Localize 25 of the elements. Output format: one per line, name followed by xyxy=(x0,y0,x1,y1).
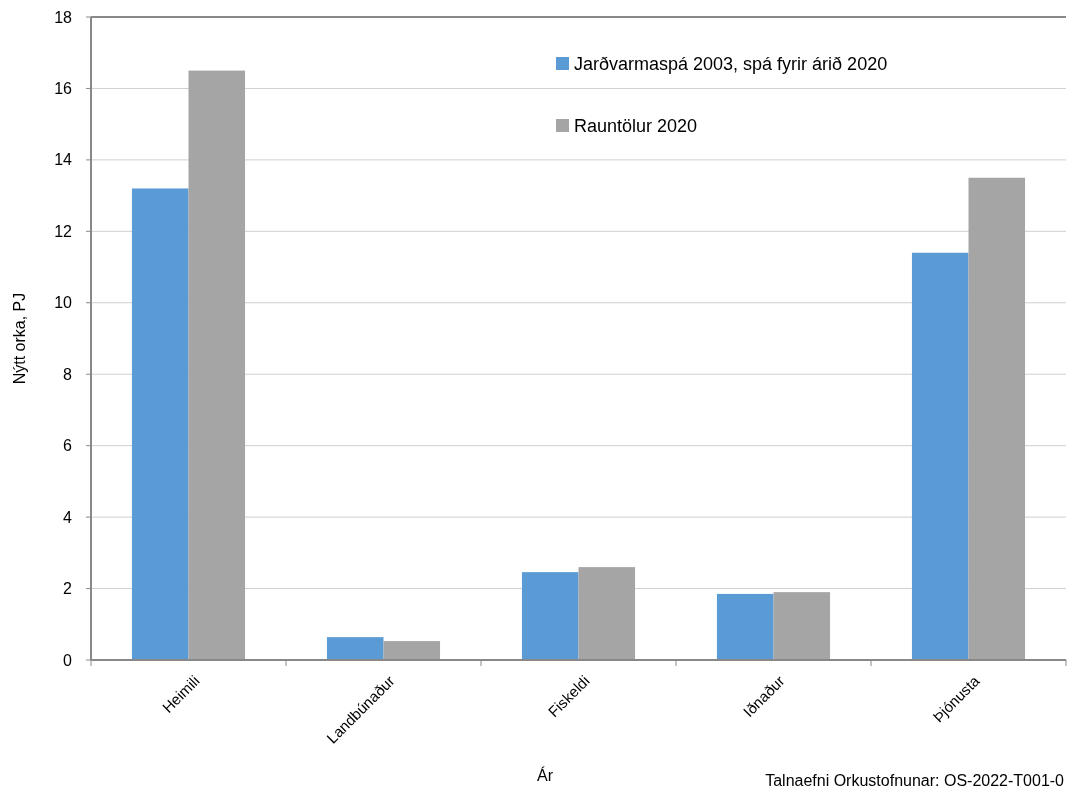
x-axis-title: Ár xyxy=(537,766,554,784)
y-tick-label: 18 xyxy=(54,8,73,26)
y-tick-label: 12 xyxy=(54,222,73,240)
bar xyxy=(911,252,969,660)
bar xyxy=(968,177,1026,660)
legend-label: Jarðvarmaspá 2003, spá fyrir árið 2020 xyxy=(574,54,888,75)
legend-label: Rauntölur 2020 xyxy=(574,116,698,137)
bar xyxy=(773,592,831,660)
text: Talnaefni Orkustofnunar: OS-2022-T001-0 xyxy=(765,772,1065,789)
bar xyxy=(188,70,246,660)
bar xyxy=(383,641,441,660)
bar xyxy=(131,188,189,660)
bar xyxy=(578,567,636,660)
y-tick-label: 4 xyxy=(63,508,73,526)
bar xyxy=(716,593,774,660)
bar xyxy=(326,637,384,660)
y-tick-label: 0 xyxy=(63,651,73,669)
y-tick-label: 16 xyxy=(54,80,73,98)
y-tick-label: 2 xyxy=(63,580,73,598)
y-tick-label: 14 xyxy=(54,151,73,169)
bar xyxy=(521,572,579,660)
y-tick-label: 8 xyxy=(63,365,73,383)
y-tick-label: 10 xyxy=(54,294,73,312)
y-tick-label: 6 xyxy=(63,437,73,455)
y-axis-title: Nýtt orka, PJ xyxy=(11,292,28,385)
